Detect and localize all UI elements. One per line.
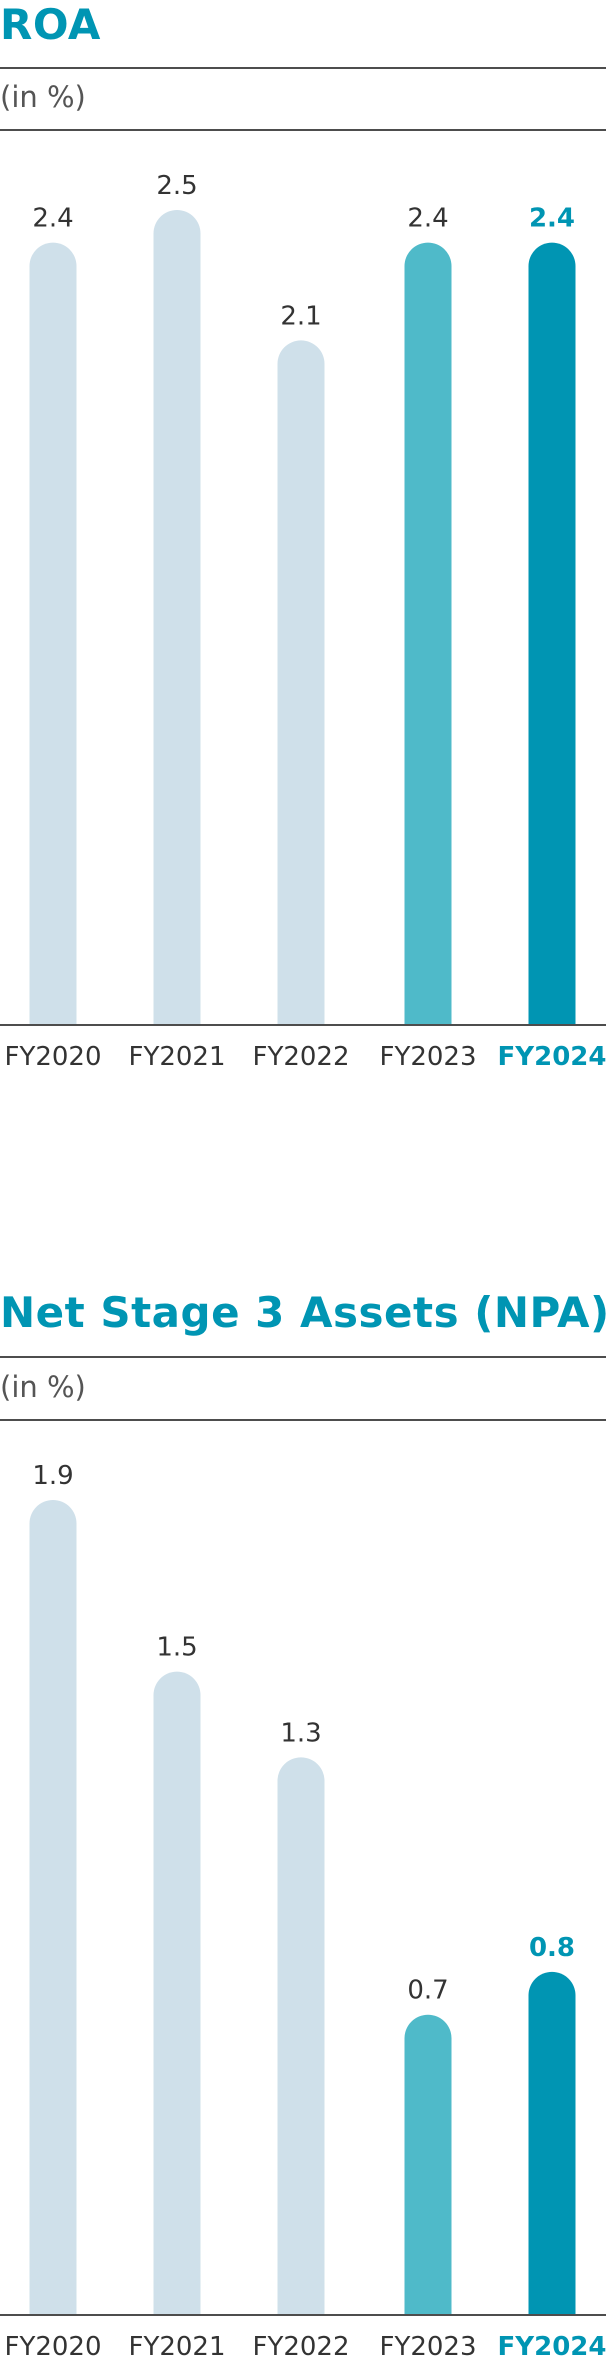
roa-value-label-fy2022: 2.1: [280, 301, 321, 331]
roa-value-label-fy2020: 2.4: [32, 204, 73, 234]
npa-category-label-fy2023: FY2023: [379, 2332, 476, 2362]
roa-category-label-fy2021: FY2021: [128, 1042, 225, 1072]
npa-bar-fy2020: [29, 1500, 77, 2315]
npa-bar-fy2021: [153, 1671, 201, 2315]
roa-bar-fy2022: [277, 340, 325, 1025]
roa-bar-fy2024: [528, 242, 576, 1026]
roa-value-label-fy2021: 2.5: [156, 171, 197, 201]
npa-chart-canvas: 1.9 FY2020 1.5 FY2021 1.3 FY2022 0.7 FY2023 0.8 F…: [0, 1461, 606, 2362]
npa-bar-chart: 1.9 FY2020 1.5 FY2021 1.3 FY2022 0.7 FY2023 0.8 F…: [0, 1440, 606, 2370]
roa-bar-fy2021: [153, 210, 201, 1025]
roa-category-label-fy2023: FY2023: [379, 1042, 476, 1072]
npa-category-label-fy2022: FY2022: [252, 2332, 349, 2362]
roa-category-label-fy2024: FY2024: [498, 1042, 606, 1072]
npa-value-label-fy2020: 1.9: [32, 1461, 73, 1491]
roa-subtitle-rule: [0, 129, 606, 131]
roa-title-rule: [0, 67, 606, 69]
npa-category-label-fy2020: FY2020: [4, 2332, 101, 2362]
npa-unit-label: (in %): [0, 1370, 86, 1404]
roa-category-label-fy2020: FY2020: [4, 1042, 101, 1072]
roa-category-label-fy2022: FY2022: [252, 1042, 349, 1072]
npa-subtitle-rule: [0, 1419, 606, 1421]
npa-value-label-fy2022: 1.3: [280, 1718, 321, 1748]
roa-unit-label: (in %): [0, 80, 86, 114]
npa-bar-fy2022: [277, 1757, 325, 2315]
roa-chart-title: ROA: [0, 0, 101, 49]
npa-value-label-fy2024: 0.8: [529, 1933, 575, 1963]
roa-bar-chart: 2.4 FY2020 2.5 FY2021 2.1 FY2022 2.4 FY2023 2.4 F…: [0, 150, 606, 1080]
npa-bar-fy2023: [404, 2014, 452, 2315]
roa-bar-fy2020: [29, 242, 77, 1026]
npa-chart-title: Net Stage 3 Assets (NPA): [0, 1288, 606, 1337]
roa-value-label-fy2023: 2.4: [407, 204, 448, 234]
npa-title-rule: [0, 1356, 606, 1358]
npa-category-label-fy2021: FY2021: [128, 2332, 225, 2362]
npa-bar-fy2024: [528, 1971, 576, 2315]
roa-value-label-fy2024: 2.4: [529, 204, 575, 234]
npa-value-label-fy2023: 0.7: [407, 1976, 448, 2006]
npa-category-label-fy2024: FY2024: [498, 2332, 606, 2362]
roa-bar-fy2023: [404, 242, 452, 1026]
roa-chart-canvas: 2.4 FY2020 2.5 FY2021 2.1 FY2022 2.4 FY2023 2.4 F…: [0, 171, 606, 1072]
npa-value-label-fy2021: 1.5: [156, 1633, 197, 1663]
